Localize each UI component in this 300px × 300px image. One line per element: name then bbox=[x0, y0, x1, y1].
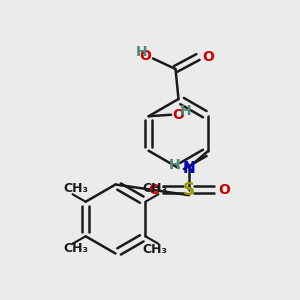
Text: CH₃: CH₃ bbox=[142, 242, 167, 256]
Text: CH₃: CH₃ bbox=[142, 182, 167, 196]
Text: O: O bbox=[172, 108, 184, 122]
Text: H: H bbox=[168, 158, 180, 172]
Text: CH₃: CH₃ bbox=[64, 242, 88, 256]
Text: O: O bbox=[202, 50, 214, 64]
Text: CH₃: CH₃ bbox=[64, 182, 88, 196]
Text: O: O bbox=[148, 183, 160, 197]
Text: H: H bbox=[136, 45, 148, 59]
Text: S: S bbox=[183, 181, 195, 199]
Text: H: H bbox=[179, 104, 191, 118]
Text: N: N bbox=[183, 161, 196, 176]
Text: O: O bbox=[218, 183, 230, 197]
Text: O: O bbox=[140, 49, 152, 63]
